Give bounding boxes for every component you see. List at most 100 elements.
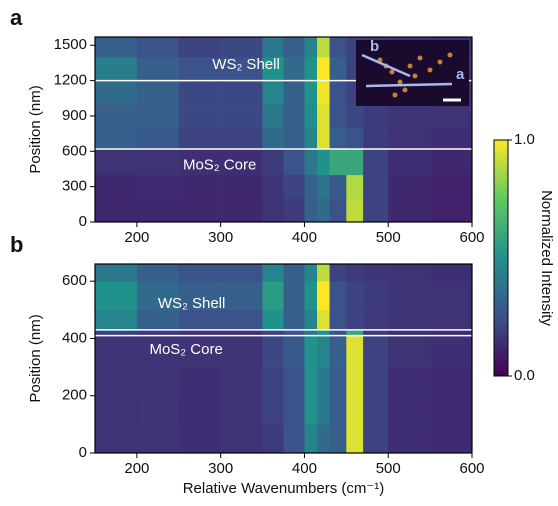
heat-cell: [304, 367, 318, 397]
heat-cell: [329, 309, 347, 331]
x-tick-label: 600: [459, 460, 484, 477]
heat-cell: [388, 329, 431, 336]
heat-cell: [220, 148, 263, 176]
heat-cell: [220, 335, 263, 368]
heat-cell: [136, 281, 180, 311]
inset-speckle: [412, 73, 418, 79]
x-tick-label: 400: [292, 460, 317, 477]
heat-cell: [430, 148, 473, 176]
heat-cell: [329, 424, 347, 454]
heat-cell: [388, 198, 431, 223]
heat-cell: [317, 37, 330, 58]
heat-cell: [363, 281, 389, 311]
heat-cell: [95, 367, 138, 397]
inset-label: a: [456, 66, 465, 83]
heat-cell: [346, 174, 364, 199]
heat-cell: [95, 198, 138, 223]
heat-cell: [329, 127, 347, 150]
inset-linecut: [365, 82, 453, 88]
heat-cell: [430, 424, 473, 454]
heat-cell: [283, 148, 305, 176]
heat-cell: [346, 104, 364, 129]
plot-frame: [94, 36, 473, 223]
x-axis-label: Relative Wavenumbers (cm⁻¹): [183, 480, 385, 497]
inset-speckle: [407, 63, 413, 69]
heat-cell: [346, 198, 364, 223]
inset-speckle: [437, 59, 443, 65]
inset-speckle: [417, 55, 423, 61]
heat-cell: [430, 395, 473, 425]
heat-cell: [430, 127, 473, 150]
heat-cell: [178, 198, 221, 223]
heat-cell: [220, 281, 263, 311]
heat-cell: [388, 104, 431, 129]
heat-cell: [220, 174, 263, 199]
heat-cell: [220, 127, 263, 150]
heat-cell: [95, 57, 138, 81]
x-tick-label: 200: [124, 460, 149, 477]
heat-cell: [304, 424, 318, 454]
heat-cell: [178, 57, 221, 81]
heat-cell: [220, 57, 263, 81]
heat-cell: [283, 309, 305, 331]
region-label: MoS₂ Core: [149, 341, 222, 358]
heat-cell: [388, 395, 431, 425]
heat-cell: [95, 329, 138, 336]
heat-cell: [317, 395, 330, 425]
heat-cell: [430, 367, 473, 397]
heat-cell: [304, 104, 318, 129]
heat-cell: [283, 198, 305, 223]
heat-cell: [346, 148, 364, 176]
heat-cell: [178, 424, 221, 454]
heat-cell: [262, 264, 284, 282]
y-tick-label: 1200: [54, 72, 87, 89]
heat-cell: [262, 148, 284, 176]
heat-cell: [95, 424, 138, 454]
heat-cell: [136, 174, 180, 199]
heat-cell: [262, 309, 284, 331]
y-tick-label: 300: [62, 178, 87, 195]
heat-cell: [136, 127, 180, 150]
y-tick-label: 900: [62, 107, 87, 124]
heat-cell: [304, 309, 318, 331]
heat-cell: [388, 335, 431, 368]
inset-speckle: [397, 79, 403, 85]
heat-cell: [136, 80, 180, 105]
heat-cell: [95, 37, 138, 58]
heat-cell: [317, 104, 330, 129]
colorbar-tick-label: 1.0: [514, 131, 535, 148]
heat-cell: [95, 148, 138, 176]
heat-cell: [178, 395, 221, 425]
region-label: WS₂ Shell: [212, 56, 280, 73]
heat-cell: [304, 335, 318, 368]
heat-cell: [317, 174, 330, 199]
heat-cell: [95, 395, 138, 425]
heat-cell: [178, 80, 221, 105]
heat-cell: [220, 264, 263, 282]
heat-cell: [95, 104, 138, 129]
heat-cell: [95, 264, 138, 282]
heat-cell: [304, 281, 318, 311]
heat-cell: [136, 104, 180, 129]
region-label: WS₂ Shell: [158, 295, 226, 312]
x-tick-label: 500: [376, 229, 401, 246]
heat-cell: [430, 264, 473, 282]
x-tick-label: 300: [208, 229, 233, 246]
heat-cell: [430, 329, 473, 336]
y-tick-label: 600: [62, 142, 87, 159]
heat-cell: [262, 329, 284, 336]
heat-cell: [220, 80, 263, 105]
heat-cell: [136, 395, 180, 425]
heat-cell: [329, 395, 347, 425]
heat-cell: [346, 127, 364, 150]
heat-cell: [283, 37, 305, 58]
inset-speckle: [447, 52, 453, 58]
heat-cell: [262, 424, 284, 454]
heat-cell: [363, 174, 389, 199]
heat-cell: [329, 329, 347, 336]
heat-cell: [317, 424, 330, 454]
heat-cell: [220, 198, 263, 223]
heat-cell: [262, 198, 284, 223]
heat-cell: [136, 198, 180, 223]
